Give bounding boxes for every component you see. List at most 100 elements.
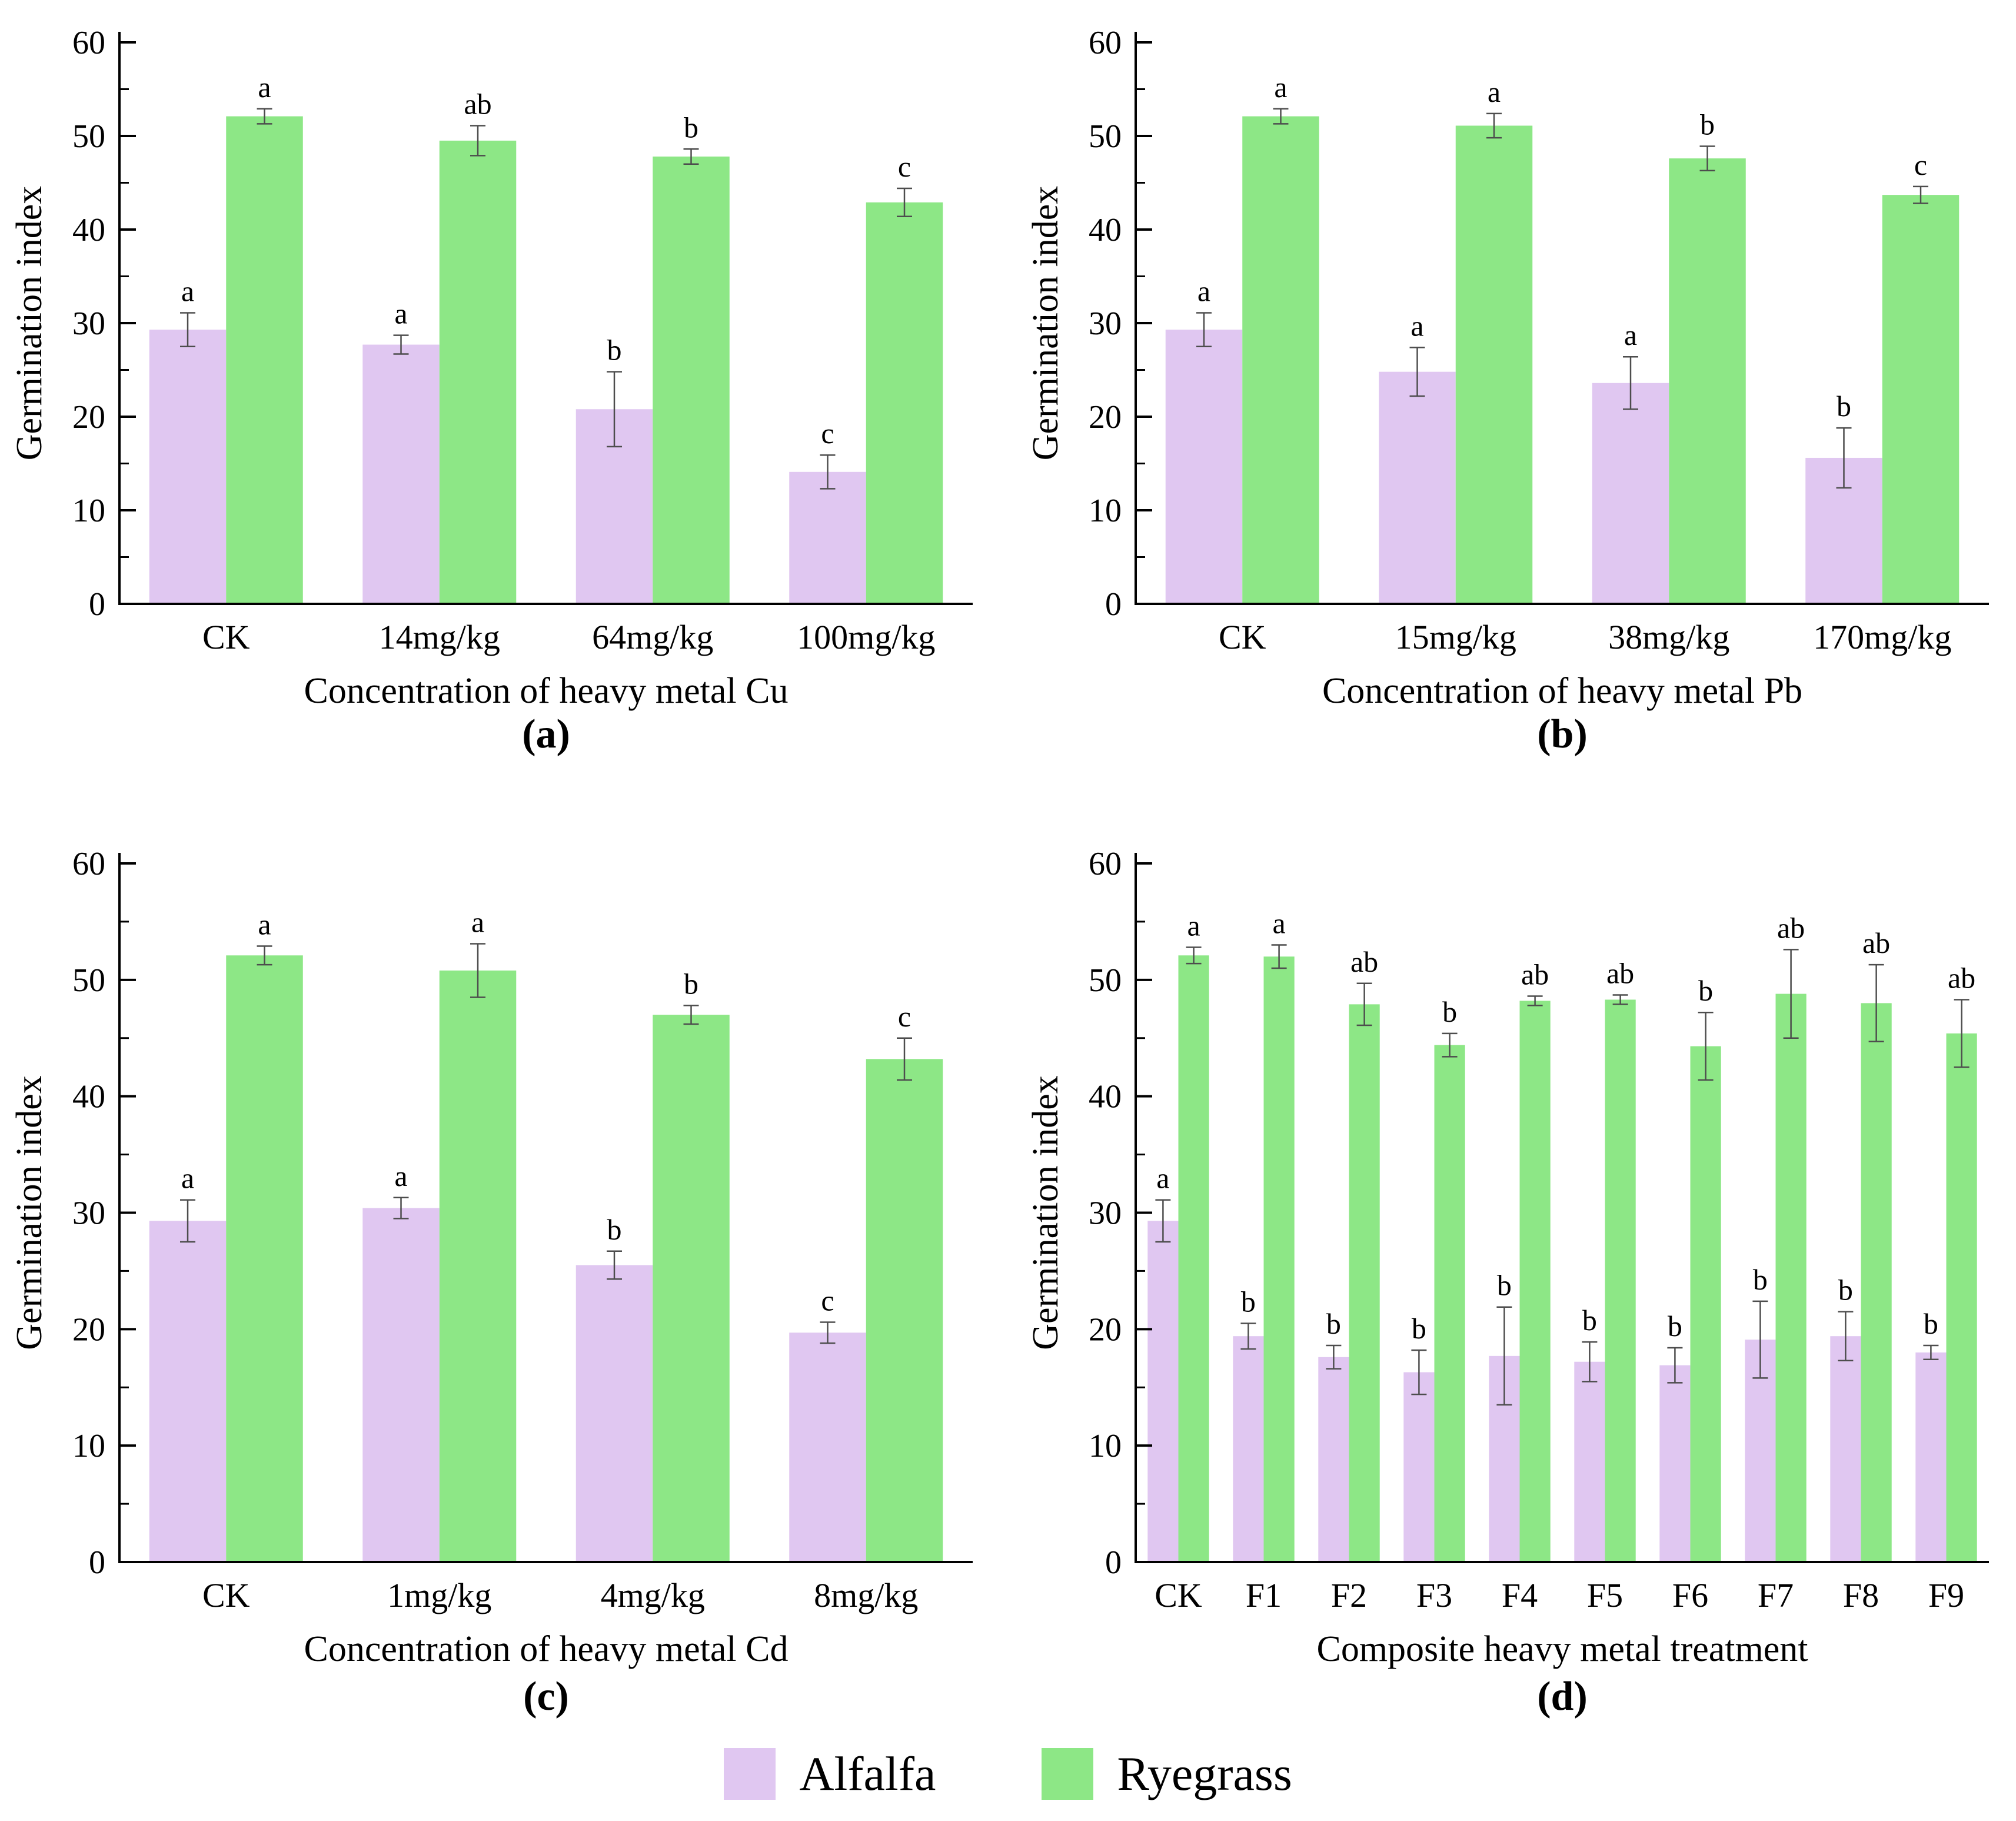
error-bar	[1186, 946, 1202, 965]
y-tick-label: 30	[1089, 1195, 1122, 1232]
significance-letter: a	[258, 71, 271, 104]
error-bar	[1667, 1347, 1683, 1384]
panel-caption: (b)	[1537, 712, 1588, 757]
error-bar	[1923, 1344, 1939, 1361]
legend: Alfalfa Ryegrass	[11, 1748, 2005, 1800]
significance-letter: b	[607, 1213, 622, 1246]
bar-alfalfa-F5	[1574, 1361, 1605, 1562]
y-axis-label: Germination index	[11, 186, 49, 461]
error-bar	[607, 371, 622, 448]
x-tick-label: 1mg/kg	[387, 1576, 491, 1614]
error-bar	[1273, 108, 1289, 125]
error-bar	[257, 108, 272, 125]
bar-ryegrass-F2	[1349, 1004, 1380, 1562]
error-bar	[470, 943, 485, 998]
significance-letter: a	[181, 1162, 194, 1195]
bar-alfalfa-38mg/kg	[1592, 383, 1669, 604]
x-tick-label: CK	[202, 1576, 250, 1614]
significance-letter: a	[471, 906, 484, 939]
bar-alfalfa-4mg/kg	[575, 1265, 653, 1562]
error-bar	[1623, 355, 1638, 410]
error-bar	[1240, 1322, 1256, 1350]
x-tick-label: 14mg/kg	[379, 618, 500, 656]
y-tick-label: 40	[72, 212, 105, 248]
bar-ryegrass-F3	[1434, 1045, 1465, 1562]
panel-c-chart: a a b c a a b c 0 10 20 30 40 50 60 CK 1mg/kg 4mg/kg 8mg/k…	[9, 846, 973, 1719]
bar-alfalfa-F3	[1403, 1372, 1435, 1562]
y-tick-label: 50	[1089, 962, 1122, 999]
error-bar	[1155, 1199, 1171, 1243]
bar-alfalfa-F6	[1659, 1365, 1691, 1562]
x-tick-label: 8mg/kg	[814, 1576, 918, 1614]
x-tick-label: F5	[1587, 1576, 1623, 1614]
y-tick-label: 50	[72, 962, 105, 999]
y-tick-label: 60	[1089, 25, 1122, 61]
y-tick-label: 0	[89, 586, 105, 623]
bar-alfalfa-F9	[1915, 1352, 1947, 1562]
y-axis-label: Germination index	[11, 1075, 49, 1350]
y-tick-label: 40	[72, 1079, 105, 1115]
alfalfa-swatch	[724, 1748, 776, 1800]
panel-b-chart: a a a b a a b c 0 10 20 30 40 50 60 CK 15mg/kg 38mg/kg 170…	[1026, 25, 1989, 757]
y-tick-label: 20	[72, 399, 105, 436]
significance-letter: b	[1924, 1307, 1938, 1340]
error-bar	[820, 454, 836, 490]
significance-letter: b	[684, 967, 698, 1000]
bar-alfalfa-F1	[1233, 1336, 1264, 1562]
y-tick-label: 0	[1105, 1544, 1122, 1581]
error-bar	[683, 1005, 699, 1025]
error-bar	[1838, 1311, 1854, 1361]
error-bar	[1868, 963, 1884, 1042]
significance-letter: a	[1274, 71, 1287, 104]
error-bar	[1486, 112, 1502, 139]
significance-letter: b	[1412, 1312, 1426, 1345]
error-bar	[607, 1250, 622, 1280]
panel-c: a a b c a a b c 0 10 20 30 40 50 60 CK 1mg/kg 4mg/kg 8mg/k…	[9, 829, 989, 1733]
significance-letter: a	[1272, 906, 1285, 939]
top-row: a a b c a ab b c 0 10 20 30 40 50 60 CK 14mg/kg 64mg/kg 10…	[9, 8, 2005, 770]
error-bar	[1954, 999, 1970, 1068]
significance-letter: b	[1668, 1310, 1682, 1343]
significance-letter: ab	[1606, 957, 1634, 990]
bar-ryegrass-8mg/kg	[866, 1059, 943, 1562]
bar-ryegrass-F9	[1946, 1033, 1977, 1562]
y-tick-label: 0	[1105, 586, 1122, 623]
panel-caption: (d)	[1537, 1674, 1588, 1719]
bar-ryegrass-F8	[1861, 1003, 1892, 1562]
error-bar	[180, 312, 195, 347]
y-tick-label: 10	[1089, 493, 1122, 529]
significance-letter: ab	[1521, 958, 1549, 991]
x-tick-label: 4mg/kg	[601, 1576, 705, 1614]
y-axis-label: Germination index	[1027, 1075, 1066, 1350]
significance-letter: ab	[464, 88, 491, 121]
error-bar	[1326, 1344, 1342, 1370]
y-tick-label: 20	[1089, 1311, 1122, 1348]
panel-d: a b b b b b b b b b a a ab b ab ab b ab ab ab 0 10 20 30 40 50 60 C…	[1026, 829, 2005, 1733]
error-bar	[1698, 1011, 1714, 1081]
significance-letter: ab	[1777, 911, 1805, 944]
error-bar	[1411, 1349, 1427, 1395]
error-bar	[180, 1199, 195, 1243]
y-tick-label: 30	[72, 305, 105, 342]
y-tick-label: 30	[1089, 305, 1122, 342]
x-tick-label: CK	[202, 618, 250, 656]
x-tick-label: F9	[1928, 1576, 1964, 1614]
x-axis-label: Concentration of heavy metal Cd	[304, 1629, 789, 1669]
panel-b: a a a b a a b c 0 10 20 30 40 50 60 CK 15mg/kg 38mg/kg 170…	[1026, 8, 2005, 770]
x-tick-label: F4	[1502, 1576, 1538, 1614]
error-bar	[897, 1037, 912, 1081]
bar-ryegrass-38mg/kg	[1669, 158, 1746, 604]
significance-letter: c	[821, 417, 834, 450]
significance-letter: a	[1410, 309, 1423, 342]
bar-ryegrass-CK	[226, 955, 303, 1562]
error-bar	[1409, 347, 1425, 397]
legend-label-alfalfa: Alfalfa	[799, 1747, 936, 1800]
x-tick-label: 15mg/kg	[1395, 618, 1516, 656]
significance-letter: a	[1156, 1162, 1169, 1195]
x-tick-label: F1	[1246, 1576, 1282, 1614]
y-tick-label: 60	[72, 25, 105, 61]
significance-letter: b	[1241, 1285, 1256, 1318]
y-tick-label: 40	[1089, 212, 1122, 248]
significance-letter: a	[394, 1159, 407, 1192]
bar-ryegrass-F7	[1775, 993, 1807, 1562]
